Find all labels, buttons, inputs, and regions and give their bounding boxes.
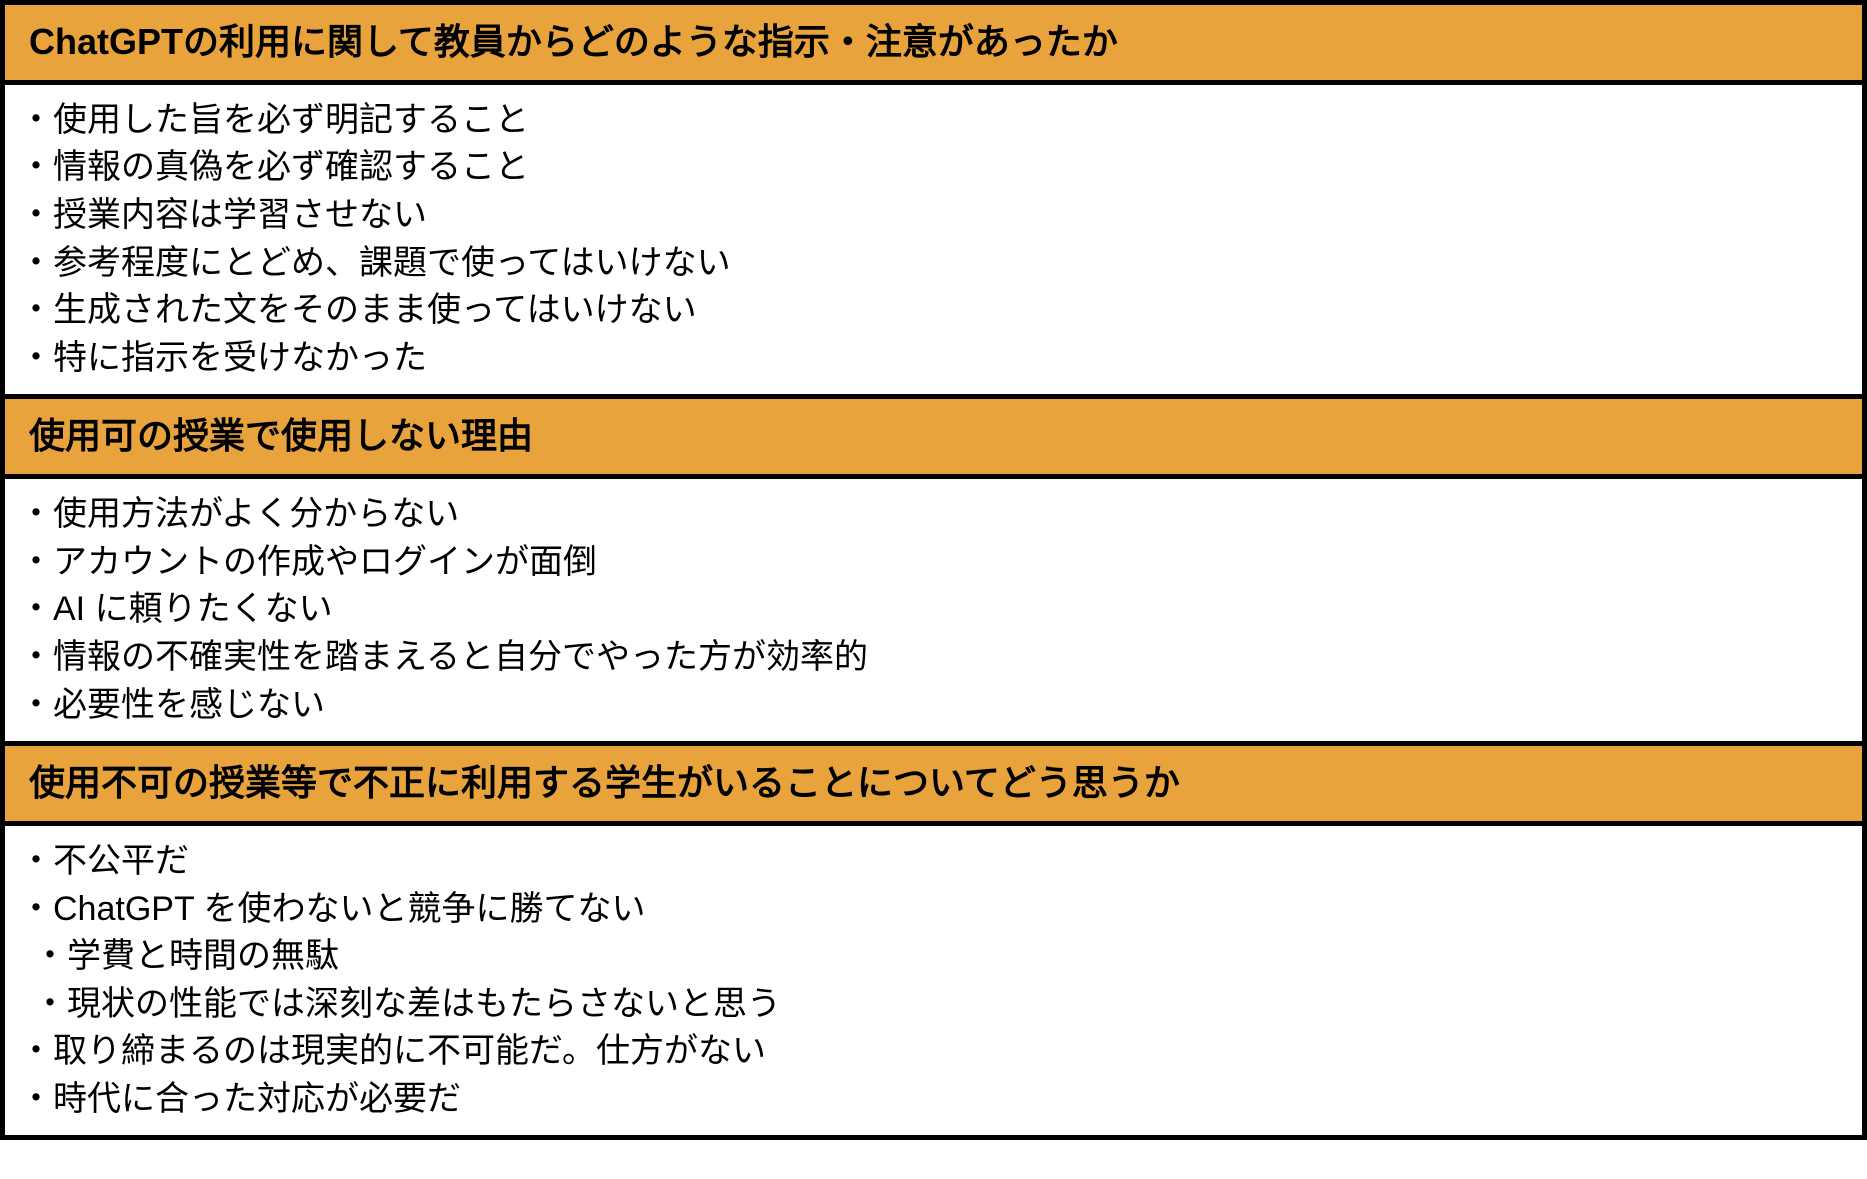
section-3-header: 使用不可の授業等で不正に利用する学生がいることについてどう思うか — [5, 746, 1862, 826]
list-item: ・生成された文をそのまま使ってはいけない — [19, 287, 1852, 335]
list-item: ・特に指示を受けなかった — [19, 335, 1852, 383]
list-item: ・情報の不確実性を踏まえると自分でやった方が効率的 — [19, 634, 1852, 682]
list-item: ・使用方法がよく分からない — [19, 491, 1852, 539]
section-2-body: ・使用方法がよく分からない ・アカウントの作成やログインが面倒 ・AI に頼りた… — [5, 479, 1862, 741]
list-item: ・ChatGPT を使わないと競争に勝てない — [19, 886, 1852, 934]
list-item: ・参考程度にとどめ、課題で使ってはいけない — [19, 240, 1852, 288]
list-item: ・取り締まるのは現実的に不可能だ。仕方がない — [19, 1028, 1852, 1076]
list-item: ・アカウントの作成やログインが面倒 — [19, 539, 1852, 587]
list-item: ・学費と時間の無駄 — [19, 933, 1852, 981]
list-item: ・不公平だ — [19, 838, 1852, 886]
survey-table: ChatGPTの利用に関して教員からどのような指示・注意があったか ・使用した旨… — [0, 0, 1867, 1140]
list-item: ・必要性を感じない — [19, 682, 1852, 730]
section-1-body: ・使用した旨を必ず明記すること ・情報の真偽を必ず確認すること ・授業内容は学習… — [5, 85, 1862, 395]
section-3-body: ・不公平だ ・ChatGPT を使わないと競争に勝てない ・学費と時間の無駄 ・… — [5, 826, 1862, 1136]
list-item: ・授業内容は学習させない — [19, 192, 1852, 240]
section-3: 使用不可の授業等で不正に利用する学生がいることについてどう思うか ・不公平だ ・… — [5, 746, 1862, 1140]
section-1: ChatGPTの利用に関して教員からどのような指示・注意があったか ・使用した旨… — [5, 5, 1862, 399]
section-1-header: ChatGPTの利用に関して教員からどのような指示・注意があったか — [5, 5, 1862, 85]
list-item: ・時代に合った対応が必要だ — [19, 1076, 1852, 1124]
list-item: ・使用した旨を必ず明記すること — [19, 97, 1852, 145]
section-2-header: 使用可の授業で使用しない理由 — [5, 399, 1862, 479]
list-item: ・AI に頼りたくない — [19, 586, 1852, 634]
section-2: 使用可の授業で使用しない理由 ・使用方法がよく分からない ・アカウントの作成やロ… — [5, 399, 1862, 746]
list-item: ・情報の真偽を必ず確認すること — [19, 144, 1852, 192]
list-item: ・現状の性能では深刻な差はもたらさないと思う — [19, 981, 1852, 1029]
